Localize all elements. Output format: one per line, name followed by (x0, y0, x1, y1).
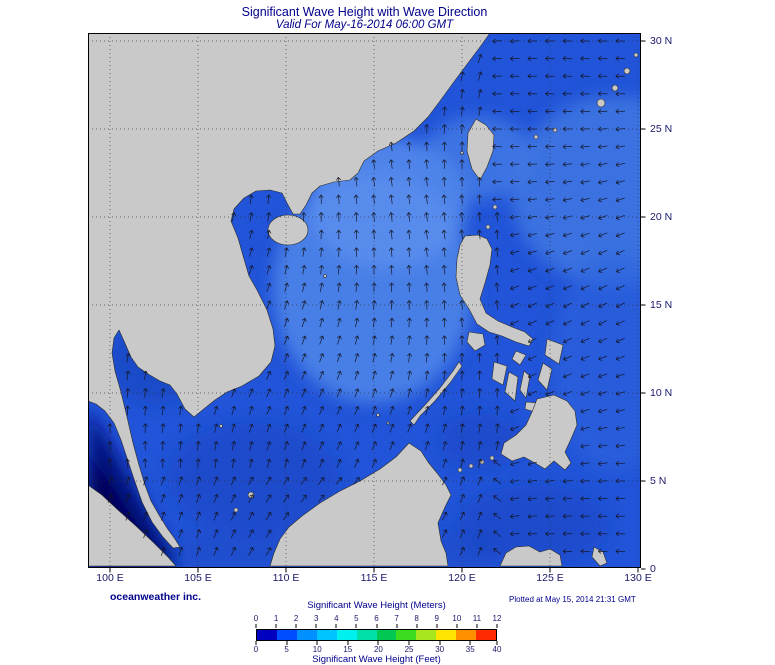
credit-text: oceanweather inc. (110, 591, 202, 603)
colorbar-tick-mark (469, 641, 471, 645)
colorbar-meters-tick-label: 10 (452, 614, 462, 623)
colorbar-tick-mark (316, 641, 318, 645)
colorbar-segment (276, 630, 297, 640)
colorbar-tick-mark (496, 641, 498, 645)
colorbar-tick-mark (476, 624, 478, 628)
wave-direction-arrows-layer (107, 38, 626, 556)
y-tick-label: 15 N (650, 299, 673, 311)
colorbar-tick-mark (286, 641, 288, 645)
colorbar-feet-tick-label: 15 (343, 645, 353, 654)
colorbar-meters-tick-label: 9 (434, 614, 439, 623)
x-tick-label: 115 E (360, 572, 388, 584)
colorbar-tick-mark (439, 641, 441, 645)
x-tick-label: 110 E (272, 572, 300, 584)
colorbar-meters-tick-label: 12 (492, 614, 502, 623)
colorbar-tick-mark (255, 641, 257, 645)
colorbar-tick-mark (347, 641, 349, 645)
colorbar-meters-tick-label: 2 (293, 614, 299, 623)
colorbar-gradient (256, 629, 497, 641)
colorbar-segment (456, 630, 477, 640)
colorbar-feet-tick-label: 5 (284, 645, 289, 654)
y-tick-label: 20 N (650, 211, 673, 223)
colorbar-segment (257, 630, 277, 640)
colorbar-feet-tick-label: 20 (373, 645, 383, 654)
colorbar-feet-tick-label: 35 (465, 645, 475, 654)
colorbar-meters-tick-label: 11 (472, 614, 482, 623)
colorbar-segment (316, 630, 337, 640)
colorbar-segment (376, 630, 397, 640)
y-tick-label: 30 N (650, 35, 673, 47)
colorbar-segment (436, 630, 457, 640)
map-canvas (88, 33, 646, 573)
colorbar-meters-tick-label: 7 (394, 614, 399, 623)
landmass-layer (88, 33, 639, 567)
colorbar-segment (416, 630, 437, 640)
colorbar-meters-tick-label: 6 (374, 614, 379, 623)
colorbar-segment (296, 630, 317, 640)
colorbar-feet-tick-label: 25 (404, 645, 414, 654)
x-tick-label: 105 E (184, 572, 212, 584)
colorbar-feet-tick-label: 30 (435, 645, 445, 654)
colorbar-feet-tick-label: 10 (312, 645, 322, 654)
colorbar-tick-mark (396, 624, 398, 628)
x-tick-label: 125 E (536, 572, 564, 584)
colorbar-tick-mark (255, 624, 257, 628)
colorbar-tick-mark (315, 624, 317, 628)
colorbar-meters-tick-label: 8 (414, 614, 419, 623)
colorbar-tick-mark (496, 624, 498, 628)
colorbar-meters-tick-label: 3 (314, 614, 319, 623)
y-tick-label: 0 (650, 563, 656, 575)
wave-height-map (88, 33, 646, 573)
chart-subtitle: Valid For May-16-2014 06:00 GMT (275, 19, 454, 31)
plotted-timestamp: Plotted at May 15, 2014 21:31 GMT (509, 595, 636, 604)
x-tick-label: 100 E (96, 572, 124, 584)
colorbar-segment (396, 630, 417, 640)
y-tick-label: 5 N (650, 475, 667, 487)
colorbar-feet-tick-label: 0 (253, 645, 259, 654)
colorbar-tick-mark (456, 624, 458, 628)
hainan-island (267, 214, 309, 246)
colorbar-segment (356, 630, 377, 640)
colorbar-tick-mark (275, 624, 277, 628)
colorbar-tick-mark (295, 624, 297, 628)
colorbar-tick-mark (408, 641, 410, 645)
colorbar-feet-tick-label: 40 (492, 645, 502, 654)
x-tick-label: 130 E (624, 572, 652, 584)
colorbar-tick-mark (416, 624, 418, 628)
colorbar-meters-tick-label: 1 (273, 614, 279, 623)
colorbar-tick-mark (376, 624, 377, 628)
map-frame (88, 33, 641, 568)
colorbar-tick-mark (377, 641, 379, 645)
colorbar-meters-tick-label: 5 (354, 614, 359, 623)
colorbar-meters-title: Significant Wave Height (Meters) (307, 600, 446, 611)
colorbar-tick-mark (436, 624, 438, 628)
colorbar-tick-mark (335, 624, 337, 628)
colorbar-meters-tick-label: 4 (334, 614, 339, 623)
colorbar-segment (336, 630, 357, 640)
y-tick-label: 10 N (650, 387, 673, 399)
x-tick-label: 120 E (448, 572, 476, 584)
y-tick-label: 25 N (650, 123, 673, 135)
colorbar-tick-mark (355, 624, 357, 628)
colorbar-meters-tick-label: 0 (253, 614, 259, 623)
colorbar-feet-title: Significant Wave Height (Feet) (312, 654, 441, 665)
chart-title: Significant Wave Height with Wave Direct… (241, 5, 488, 19)
colorbar-segment (476, 630, 497, 640)
axis-ticks (109, 40, 646, 573)
